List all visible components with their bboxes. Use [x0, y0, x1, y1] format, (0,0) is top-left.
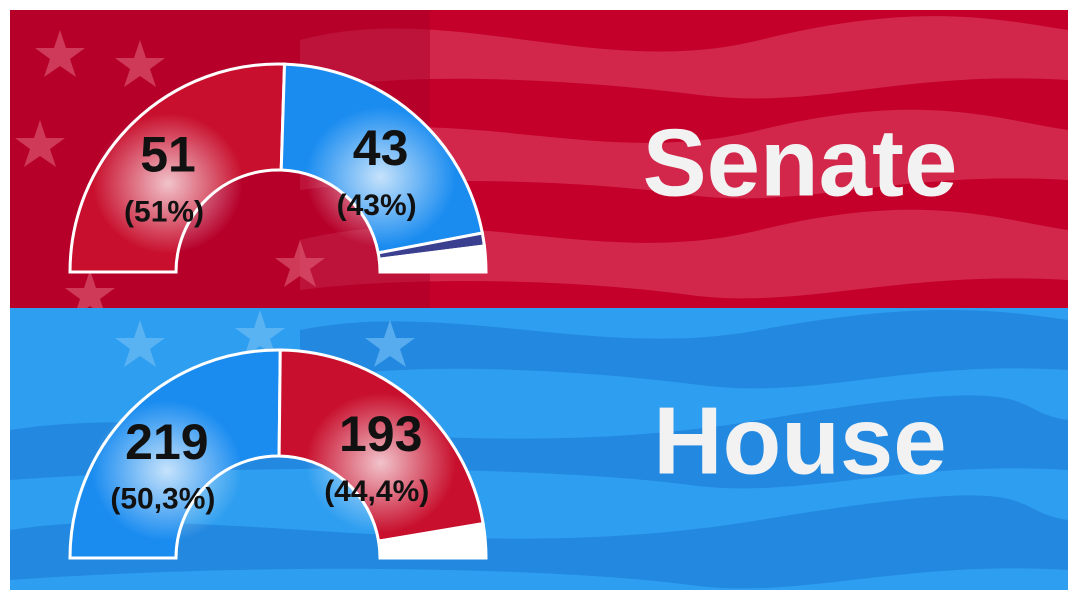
- share-label: (44,4%): [324, 475, 429, 508]
- seat-count: 219: [125, 414, 208, 470]
- share-label: (51%): [124, 195, 204, 228]
- seat-count: 43: [353, 120, 409, 176]
- seat-count: 51: [140, 127, 196, 183]
- infographic: 51 (51%) 43 (43%) Senate 219 (50,3%) 193 (44,4%)…: [0, 0, 1078, 600]
- chamber-title: House: [653, 387, 946, 494]
- share-label: (50,3%): [110, 483, 215, 516]
- share-label: (43%): [337, 189, 417, 222]
- seat-count: 193: [339, 406, 422, 462]
- chamber-title: Senate: [643, 109, 958, 216]
- page: 51 (51%) 43 (43%) Senate 219 (50,3%) 193 (44,4%)…: [0, 0, 1078, 600]
